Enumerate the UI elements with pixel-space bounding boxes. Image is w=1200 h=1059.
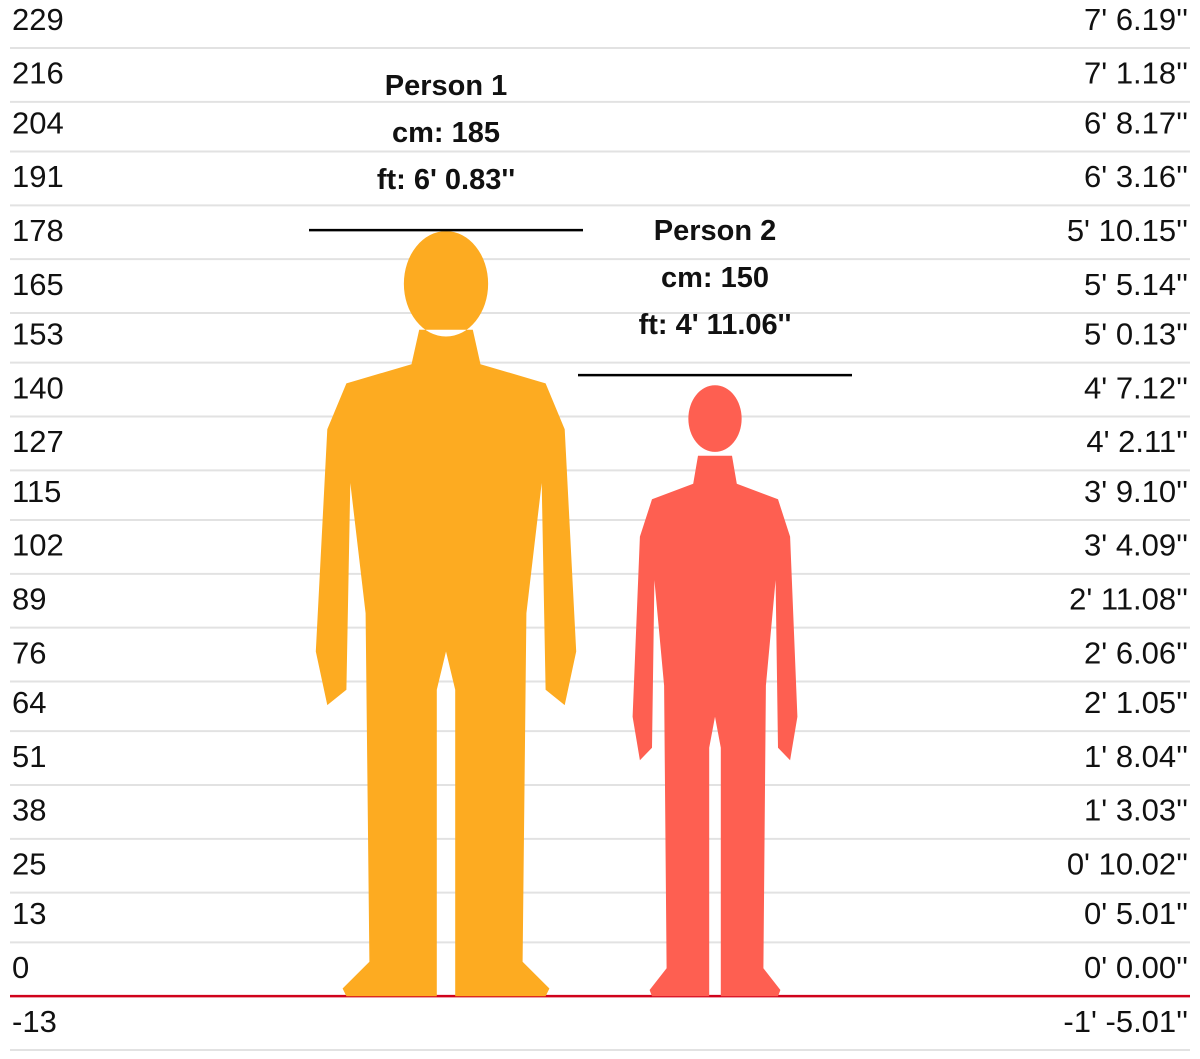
y-tick-label: 204 [12, 105, 64, 140]
y-tick-label: 178 [12, 213, 64, 248]
y2-tick-label: 5' 5.14'' [1084, 267, 1188, 302]
y2-tick-label: 2' 1.05'' [1084, 685, 1188, 720]
cm-label: cm: 185 [392, 117, 500, 149]
cm-label: cm: 150 [661, 262, 769, 294]
y-tick-label: 89 [12, 581, 46, 616]
y-tick-label: 140 [12, 370, 64, 405]
y-tick-label: 13 [12, 896, 46, 931]
y2-tick-label: 4' 7.12'' [1084, 370, 1188, 405]
y2-tick-label: 7' 1.18'' [1084, 56, 1188, 91]
y-tick-label: 25 [12, 846, 46, 881]
y-tick-label: 64 [12, 685, 46, 720]
y2-tick-label: 0' 10.02'' [1067, 846, 1188, 881]
person-silhouette [632, 385, 798, 997]
y-tick-label: 76 [12, 635, 46, 670]
ft-label: ft: 4' 11.06'' [639, 309, 792, 341]
y-tick-label: 153 [12, 316, 64, 351]
y2-tick-label: 3' 9.10'' [1084, 474, 1188, 509]
y2-tick-label: 1' 8.04'' [1084, 739, 1188, 774]
y2-tick-label: 2' 6.06'' [1084, 635, 1188, 670]
y-tick-label: 165 [12, 267, 64, 302]
y2-tick-label: 1' 3.03'' [1084, 793, 1188, 828]
y2-tick-label: 5' 10.15'' [1067, 213, 1188, 248]
y-tick-label: 102 [12, 528, 64, 563]
y2-tick-label: -1' -5.01'' [1063, 1004, 1188, 1039]
y2-tick-label: 2' 11.08'' [1069, 581, 1188, 616]
y2-tick-label: 6' 3.16'' [1084, 159, 1188, 194]
y2-tick-label: 0' 0.00'' [1084, 950, 1188, 985]
y-tick-label: -13 [12, 1004, 57, 1039]
y-tick-label: 216 [12, 56, 64, 91]
y-tick-label: 229 [12, 2, 64, 37]
y2-tick-label: 0' 5.01'' [1084, 896, 1188, 931]
y2-tick-label: 4' 2.11'' [1086, 424, 1188, 459]
y-tick-label: 38 [12, 793, 46, 828]
y2-tick-label: 7' 6.19'' [1084, 2, 1188, 37]
y-tick-label: 127 [12, 424, 64, 459]
ft-label: ft: 6' 0.83'' [377, 164, 515, 196]
y-tick-label: 115 [12, 474, 61, 509]
y2-tick-label: 5' 0.13'' [1084, 316, 1188, 351]
y2-tick-label: 6' 8.17'' [1084, 105, 1188, 140]
y-tick-label: 0 [12, 950, 29, 985]
y2-tick-label: 3' 4.09'' [1084, 528, 1188, 563]
y-tick-label: 191 [12, 159, 64, 194]
person-name: Person 2 [654, 215, 777, 247]
person-name: Person 1 [385, 70, 508, 102]
y-tick-label: 51 [12, 739, 46, 774]
person-silhouette [315, 231, 577, 997]
